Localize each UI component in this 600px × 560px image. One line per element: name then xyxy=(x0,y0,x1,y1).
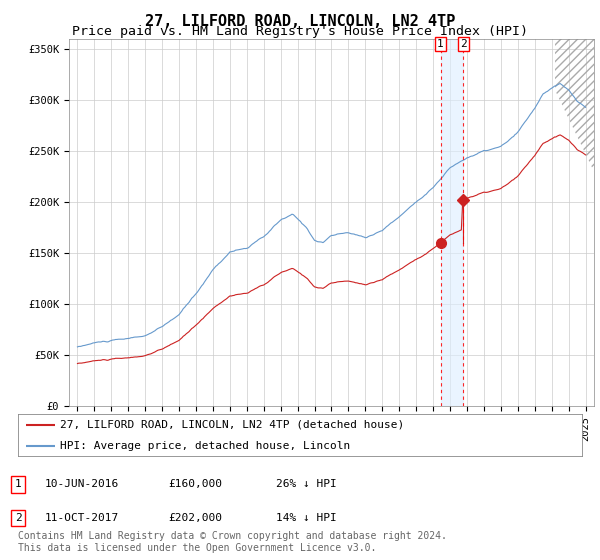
Text: 27, LILFORD ROAD, LINCOLN, LN2 4TP (detached house): 27, LILFORD ROAD, LINCOLN, LN2 4TP (deta… xyxy=(60,420,404,430)
Text: 2: 2 xyxy=(460,39,467,49)
Text: Price paid vs. HM Land Registry's House Price Index (HPI): Price paid vs. HM Land Registry's House … xyxy=(72,25,528,38)
Text: £202,000: £202,000 xyxy=(168,513,222,523)
Text: HPI: Average price, detached house, Lincoln: HPI: Average price, detached house, Linc… xyxy=(60,441,350,451)
Text: Contains HM Land Registry data © Crown copyright and database right 2024.
This d: Contains HM Land Registry data © Crown c… xyxy=(18,531,447,553)
Text: 1: 1 xyxy=(14,479,22,489)
Text: 11-OCT-2017: 11-OCT-2017 xyxy=(45,513,119,523)
Text: 14% ↓ HPI: 14% ↓ HPI xyxy=(276,513,337,523)
Bar xyxy=(440,39,463,406)
Text: 2: 2 xyxy=(14,513,22,523)
Text: 27, LILFORD ROAD, LINCOLN, LN2 4TP: 27, LILFORD ROAD, LINCOLN, LN2 4TP xyxy=(145,14,455,29)
Text: 10-JUN-2016: 10-JUN-2016 xyxy=(45,479,119,489)
Text: £160,000: £160,000 xyxy=(168,479,222,489)
Text: 1: 1 xyxy=(437,39,444,49)
Text: 26% ↓ HPI: 26% ↓ HPI xyxy=(276,479,337,489)
